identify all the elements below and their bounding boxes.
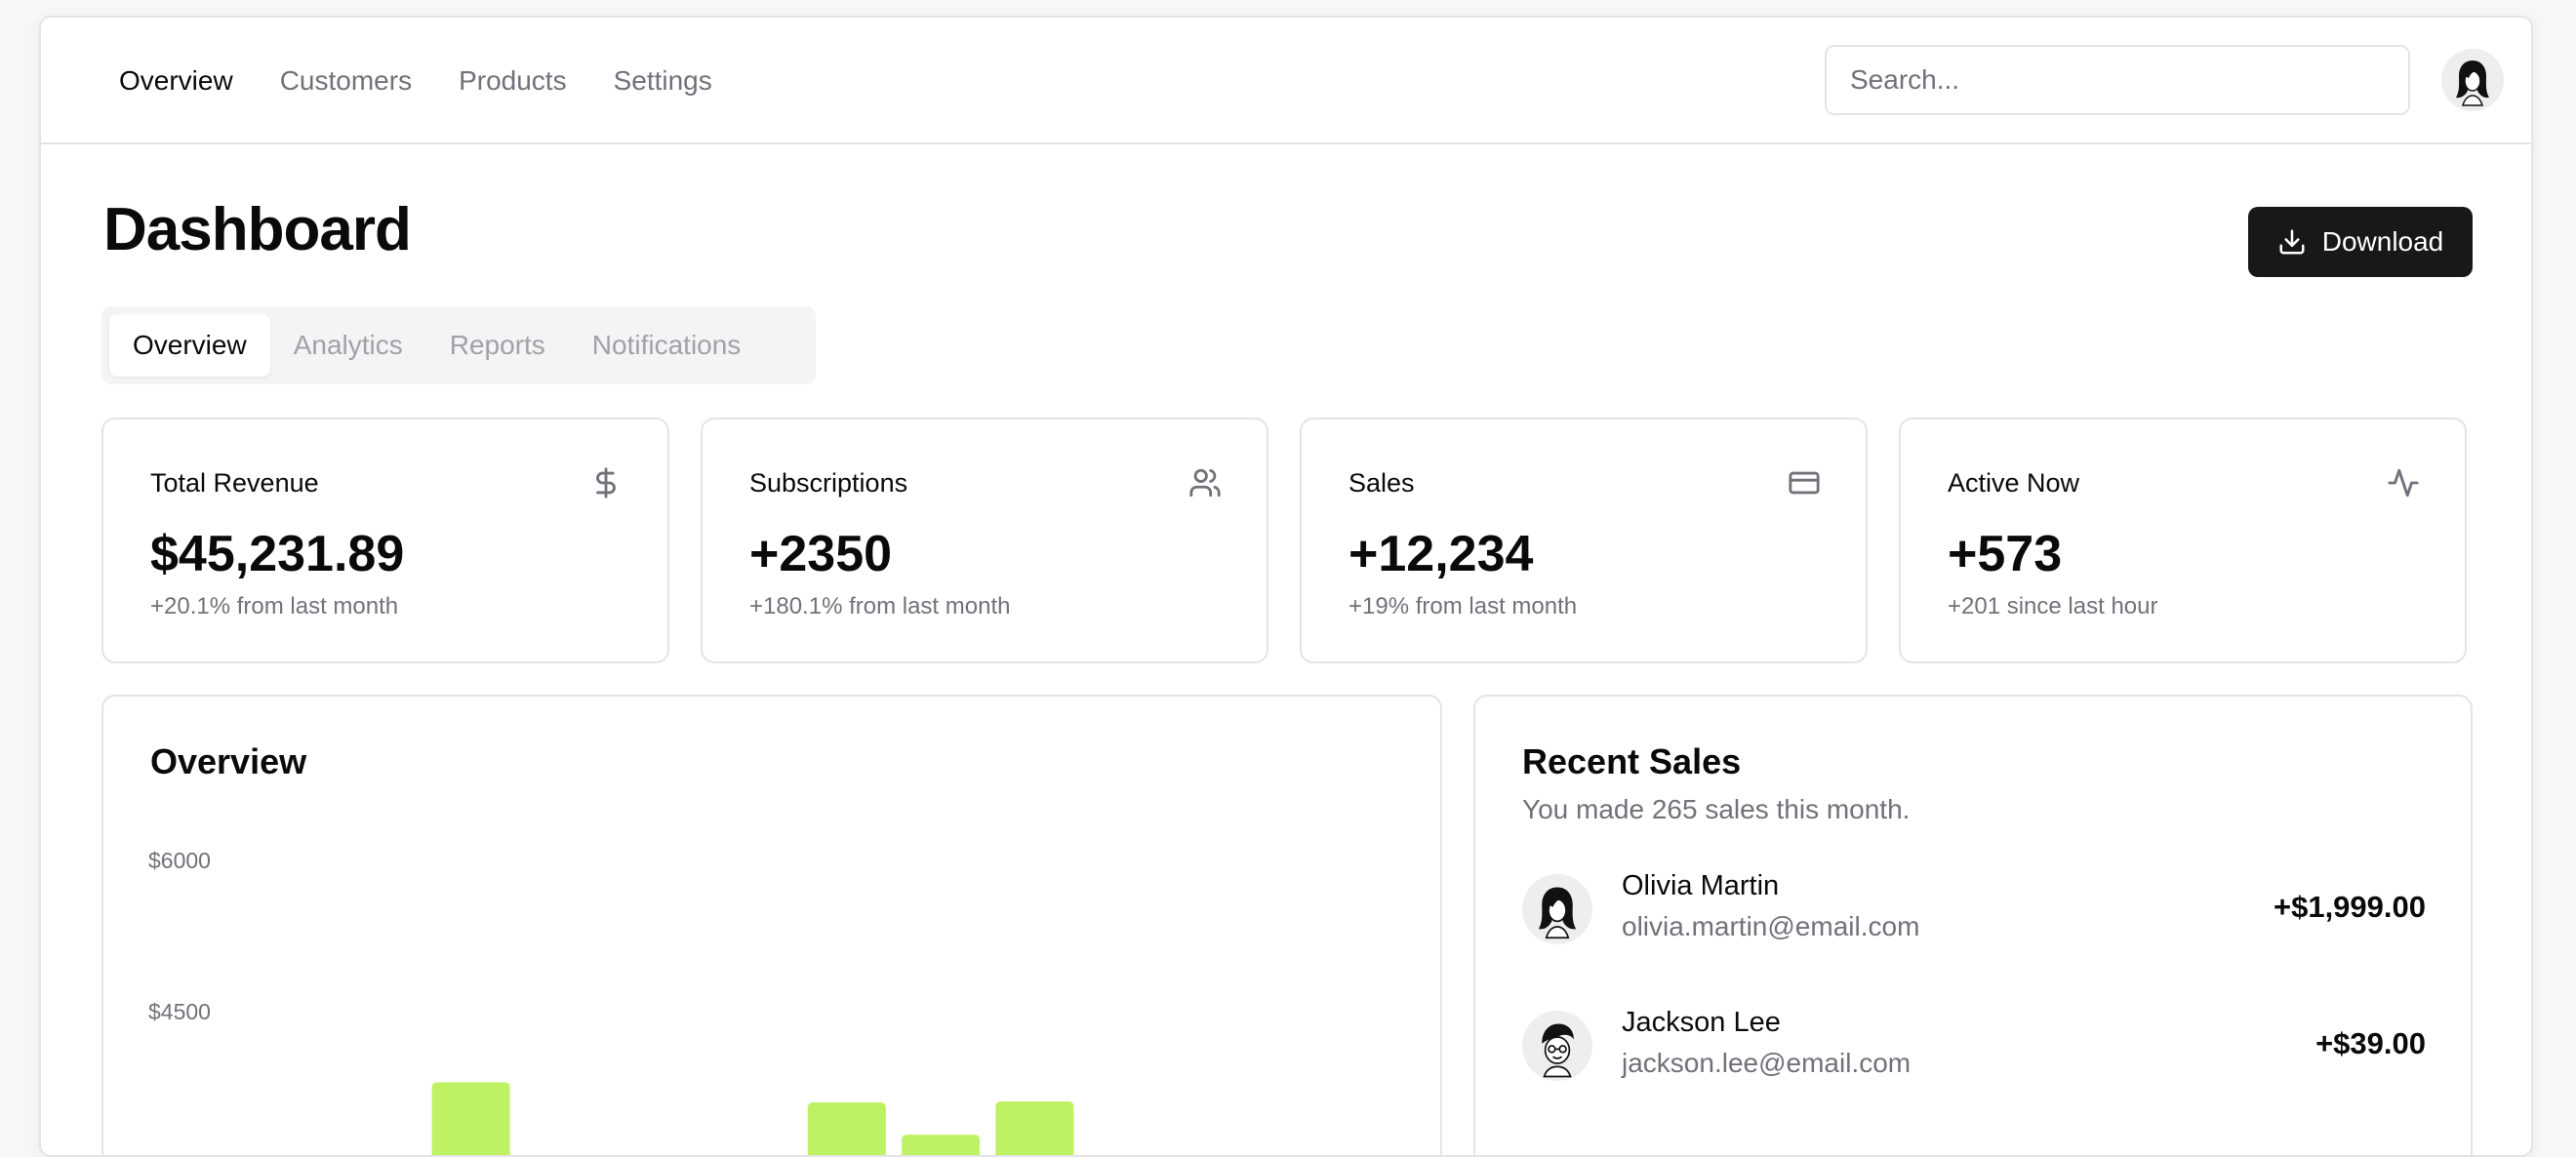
stat-change: +180.1% from last month — [749, 593, 1011, 619]
recent-sales-heading: Recent Sales — [1522, 741, 1742, 781]
search-input[interactable] — [1825, 45, 2410, 115]
stat-card-total-revenue: Total Revenue $45,231.89 +20.1% from las… — [101, 418, 669, 663]
nav-overview[interactable]: Overview — [119, 65, 233, 96]
sale-amount: +$1,999.00 — [2273, 890, 2426, 924]
stat-change: +201 since last hour — [1948, 593, 2158, 619]
stat-title: Active Now — [1948, 468, 2080, 498]
user-avatar-icon — [2456, 60, 2489, 106]
download-button[interactable]: Download — [2248, 207, 2473, 277]
stat-card-active-now: Active Now +573 +201 since last hour — [1899, 418, 2467, 663]
avatar — [1522, 1011, 1592, 1081]
stat-change: +20.1% from last month — [150, 593, 399, 619]
sale-amount: +$39.00 — [2315, 1026, 2426, 1060]
chart-bar — [995, 1100, 1074, 1155]
download-icon — [2279, 229, 2305, 255]
stat-value: $45,231.89 — [150, 526, 405, 582]
stat-title: Subscriptions — [749, 468, 908, 498]
y-tick-label: $4500 — [148, 999, 211, 1024]
chart-bar — [902, 1135, 981, 1155]
overview-heading: Overview — [150, 741, 307, 781]
chart-bar — [431, 1082, 510, 1155]
stat-value: +2350 — [749, 526, 893, 582]
users-icon — [1189, 468, 1221, 498]
nav-products[interactable]: Products — [459, 65, 567, 96]
stat-card-subscriptions: Subscriptions +2350 +180.1% from last mo… — [701, 418, 1268, 663]
sale-email: olivia.martin@email.com — [1622, 911, 1920, 941]
dollar-icon — [596, 467, 616, 499]
stat-card-sales: Sales +12,234 +19% from last month — [1300, 418, 1868, 663]
sale-email: jackson.lee@email.com — [1622, 1048, 1912, 1078]
stat-title: Sales — [1348, 468, 1415, 498]
credit-card-icon — [1789, 471, 1820, 495]
page-title: Dashboard — [103, 196, 412, 263]
tab-notifications[interactable]: Notifications — [591, 330, 742, 360]
avatar — [1522, 874, 1592, 944]
tab-overview[interactable]: Overview — [109, 314, 270, 377]
activity-icon — [2388, 468, 2419, 498]
dashboard-tabs: Overview Analytics Reports Notifications — [101, 306, 816, 384]
tab-reports[interactable]: Reports — [449, 330, 545, 360]
recent-sales-subtitle: You made 265 sales this month. — [1522, 794, 1911, 824]
stat-change: +19% from last month — [1348, 593, 1578, 619]
stat-title: Total Revenue — [150, 468, 319, 498]
olivia-avatar-icon — [1538, 887, 1577, 939]
chart-bar — [807, 1102, 886, 1155]
sale-row[interactable]: Jackson Lee jackson.lee@email.com +$39.0… — [1522, 1007, 2426, 1085]
tab-analytics[interactable]: Analytics — [293, 330, 403, 360]
jackson-avatar-icon — [1542, 1023, 1574, 1078]
sale-row[interactable]: Olivia Martin olivia.martin@email.com +$… — [1522, 870, 2426, 948]
nav-customers[interactable]: Customers — [279, 65, 413, 96]
user-avatar[interactable] — [2441, 49, 2504, 111]
y-tick-label: $6000 — [148, 848, 211, 873]
recent-sales-card: Recent Sales You made 265 sales this mon… — [1473, 695, 2473, 1155]
stat-value: +573 — [1948, 526, 2063, 582]
overview-card: Overview $6000 $4500 — [101, 695, 1442, 1155]
main-nav: Overview Customers Products Settings — [119, 18, 712, 144]
stat-value: +12,234 — [1348, 526, 1534, 582]
download-label: Download — [2321, 226, 2444, 257]
overview-bar-chart: $6000 $4500 — [148, 848, 1074, 1155]
top-nav: Overview Customers Products Settings — [41, 18, 2531, 144]
nav-settings[interactable]: Settings — [613, 65, 712, 96]
dashboard-window: Overview Customers Products Settings Das… — [39, 16, 2533, 1157]
sale-name: Jackson Lee — [1622, 1007, 1781, 1038]
sale-name: Olivia Martin — [1622, 870, 1780, 901]
